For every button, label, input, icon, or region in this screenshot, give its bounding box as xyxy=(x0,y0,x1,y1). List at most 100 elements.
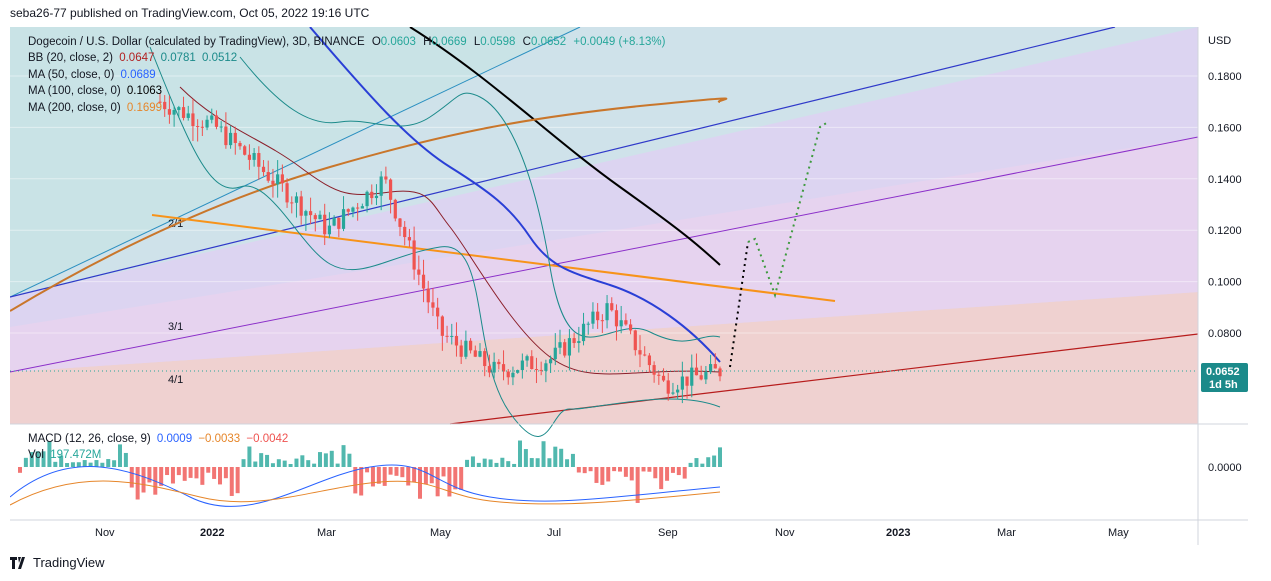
macd-histogram-bar xyxy=(606,467,611,482)
ma200-line xyxy=(9,97,728,312)
candle-body xyxy=(497,361,501,365)
legend-change: +0.0049 (+8.13%) xyxy=(573,36,666,48)
candle-body xyxy=(407,237,412,241)
ma100-line xyxy=(409,26,721,266)
legend-symbol: Dogecoin / U.S. Dollar (calculated by Tr… xyxy=(28,36,365,48)
candle-body xyxy=(266,172,270,181)
chart-area[interactable]: 2/1 3/1 4/1 USD 0.1800 0.1600 0.1400 0.1200 0.10… xyxy=(9,26,1248,545)
candle-body xyxy=(586,323,590,325)
macd-histogram-bar xyxy=(188,467,193,478)
macd-histogram-bar xyxy=(212,467,217,479)
candle-body xyxy=(337,217,341,229)
ma50-line xyxy=(309,26,721,363)
candle-body xyxy=(478,351,482,357)
macd-histogram-bar xyxy=(288,463,293,467)
macd-histogram-bar xyxy=(147,467,152,483)
candle-body xyxy=(530,356,534,370)
candle-body xyxy=(694,367,699,376)
legend-ma50: MA (50, close, 0) 0.0689 xyxy=(28,69,156,81)
macd-histogram-bar xyxy=(159,467,164,486)
candle-body xyxy=(501,364,506,372)
candle-body xyxy=(534,369,539,371)
candle-body xyxy=(163,101,167,110)
candle-body xyxy=(341,209,346,229)
macd-histogram-bar xyxy=(200,467,205,485)
macd-histogram-bar xyxy=(53,461,58,467)
macd-histogram-bar xyxy=(106,459,111,467)
macd-histogram-bar xyxy=(76,462,81,467)
time-axis-tick: Sep xyxy=(658,527,678,539)
candle-body xyxy=(558,342,562,348)
candle-body xyxy=(252,153,256,160)
candle-body xyxy=(445,335,449,337)
candle-body xyxy=(596,311,600,321)
macd-histogram-bar xyxy=(153,467,158,495)
tradingview-brand[interactable]: TradingView xyxy=(10,555,105,570)
macd-histogram-bar xyxy=(582,467,587,474)
macd-histogram-bar xyxy=(618,467,622,472)
macd-histogram-bar xyxy=(341,445,346,467)
price-axis-tick: 0.1600 xyxy=(1208,122,1242,134)
macd-histogram-bar xyxy=(18,467,22,473)
candle-body xyxy=(690,367,694,386)
chart-canvas[interactable]: 2/13/14/1USD0.18000.16000.14000.12000.10… xyxy=(9,26,1248,545)
legend-ma200: MA (200, close, 0) 0.1699 xyxy=(28,102,163,114)
time-axis-tick: Mar xyxy=(997,527,1016,539)
candle-body xyxy=(704,371,708,380)
macd-histogram-bar xyxy=(300,455,305,467)
bb-lower-line xyxy=(149,46,721,437)
tradingview-logo-icon xyxy=(10,556,28,569)
macd-histogram-bar xyxy=(518,440,522,467)
macd-histogram-bar xyxy=(547,458,552,467)
macd-histogram-bar xyxy=(182,467,187,481)
candle-body xyxy=(713,364,717,369)
fib-label: 3/1 xyxy=(168,321,183,333)
candle-body xyxy=(370,191,374,199)
macd-histogram-bar xyxy=(65,463,70,467)
candle-body xyxy=(473,350,477,357)
time-axis-tick: Mar xyxy=(317,527,336,539)
candle-body xyxy=(676,389,680,393)
macd-histogram-bar xyxy=(270,463,275,467)
macd-histogram-bar xyxy=(194,467,199,479)
candle-body xyxy=(200,126,204,128)
candle-body xyxy=(421,274,426,289)
channel-fill-lower xyxy=(10,292,1198,424)
candle-body xyxy=(454,335,459,346)
time-axis-tick: 2023 xyxy=(886,527,910,539)
macd-histogram-bar xyxy=(141,467,146,493)
macd-histogram-bar xyxy=(335,463,340,467)
candle-body xyxy=(318,214,322,220)
candle-body xyxy=(196,126,200,128)
macd-histogram-bar xyxy=(118,444,122,467)
candle-body xyxy=(243,146,247,155)
candle-body xyxy=(365,191,369,207)
macd-histogram-bar xyxy=(265,454,270,467)
candle-body xyxy=(417,269,421,275)
macd-histogram-bar xyxy=(706,457,711,467)
macd-histogram-bar xyxy=(400,467,405,478)
macd-histogram-bar xyxy=(623,467,628,477)
macd-histogram-bar xyxy=(359,467,364,496)
candle-body xyxy=(638,350,642,355)
macd-histogram-bar xyxy=(247,446,252,467)
channel-line-top xyxy=(9,26,581,298)
macd-histogram-bar xyxy=(170,467,175,484)
candle-body xyxy=(699,375,703,380)
legend-ohlc-l: L0.0598 xyxy=(473,36,516,48)
macd-histogram-bar xyxy=(306,460,311,467)
macd-histogram-bar xyxy=(435,467,440,497)
macd-histogram-bar xyxy=(35,451,40,467)
candle-body xyxy=(271,180,275,185)
candle-body xyxy=(436,307,440,317)
candle-body xyxy=(351,207,355,212)
candle-body xyxy=(553,347,557,360)
last-price-countdown: 1d 5h xyxy=(1209,379,1238,391)
macd-histogram-bar xyxy=(588,467,593,472)
candle-body xyxy=(520,360,524,371)
time-axis-tick: 2022 xyxy=(200,527,224,539)
legend-ohlc-o: O0.0603 xyxy=(371,36,416,48)
price-axis-tick: 0.1200 xyxy=(1208,225,1242,237)
candle-body xyxy=(210,115,214,120)
macd-histogram-bar xyxy=(29,452,34,467)
